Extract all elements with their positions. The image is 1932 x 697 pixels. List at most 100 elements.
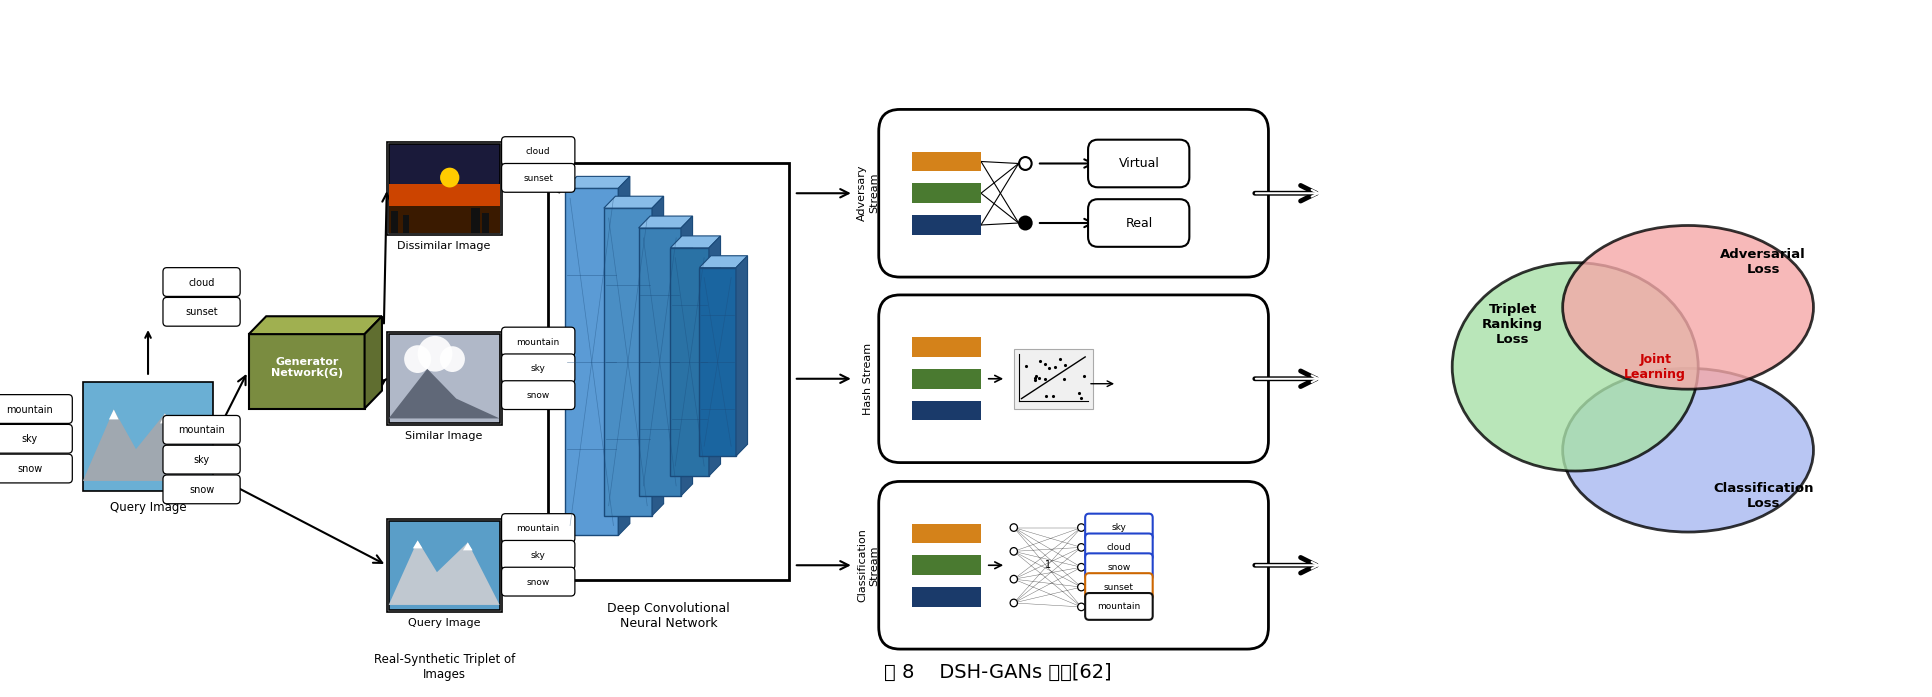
- Text: sky: sky: [531, 551, 545, 560]
- Circle shape: [1018, 217, 1032, 229]
- Polygon shape: [249, 316, 383, 334]
- Text: Adversarial
Loss: Adversarial Loss: [1719, 247, 1806, 276]
- Polygon shape: [618, 176, 630, 535]
- Text: mountain: mountain: [6, 404, 54, 415]
- Circle shape: [1078, 563, 1086, 571]
- Bar: [912, 183, 981, 203]
- FancyBboxPatch shape: [502, 354, 576, 383]
- Text: Hash Stream: Hash Stream: [864, 343, 873, 415]
- Bar: [388, 184, 500, 206]
- FancyBboxPatch shape: [1086, 593, 1153, 620]
- Bar: [670, 248, 709, 476]
- Polygon shape: [680, 216, 692, 496]
- Polygon shape: [566, 176, 630, 188]
- FancyBboxPatch shape: [879, 482, 1269, 649]
- FancyBboxPatch shape: [0, 424, 71, 453]
- Text: cloud: cloud: [1107, 543, 1132, 552]
- Text: cloud: cloud: [189, 277, 214, 288]
- Bar: [386, 141, 502, 235]
- Bar: [912, 401, 981, 420]
- Bar: [912, 337, 981, 357]
- Text: Virtual: Virtual: [1119, 157, 1159, 170]
- Text: mountain: mountain: [516, 524, 560, 533]
- Bar: [549, 164, 788, 580]
- Polygon shape: [709, 236, 721, 476]
- Text: sky: sky: [1111, 523, 1126, 532]
- Text: mountain: mountain: [1097, 602, 1140, 611]
- Text: sky: sky: [531, 365, 545, 374]
- Bar: [390, 211, 398, 233]
- Text: snow: snow: [527, 578, 551, 587]
- FancyBboxPatch shape: [879, 295, 1269, 463]
- FancyBboxPatch shape: [502, 164, 576, 192]
- Bar: [249, 334, 365, 408]
- Bar: [566, 188, 618, 535]
- Circle shape: [1078, 544, 1086, 551]
- Polygon shape: [651, 197, 663, 516]
- Polygon shape: [108, 410, 118, 420]
- Text: sky: sky: [193, 455, 211, 465]
- Polygon shape: [736, 256, 748, 456]
- FancyBboxPatch shape: [1086, 553, 1153, 580]
- Text: 图 8    DSH-GANs 模型[62]: 图 8 DSH-GANs 模型[62]: [883, 663, 1111, 682]
- FancyBboxPatch shape: [1086, 573, 1153, 600]
- Circle shape: [1010, 599, 1018, 606]
- Bar: [386, 332, 502, 425]
- Text: Query Image: Query Image: [408, 618, 481, 628]
- Circle shape: [1018, 157, 1032, 170]
- Bar: [912, 556, 981, 575]
- Text: Classification
Loss: Classification Loss: [1714, 482, 1814, 510]
- FancyBboxPatch shape: [162, 445, 240, 474]
- Text: snow: snow: [189, 485, 214, 495]
- Text: Dissimilar Image: Dissimilar Image: [398, 241, 491, 251]
- FancyBboxPatch shape: [1086, 533, 1153, 560]
- Text: Real-Synthetic Triplet of
Images: Real-Synthetic Triplet of Images: [375, 652, 516, 680]
- Bar: [83, 382, 213, 491]
- Polygon shape: [639, 216, 692, 228]
- Text: 1: 1: [1045, 560, 1051, 570]
- Polygon shape: [83, 410, 213, 481]
- Bar: [912, 215, 981, 235]
- Bar: [912, 369, 981, 389]
- Text: Query Image: Query Image: [110, 500, 185, 514]
- Circle shape: [1078, 523, 1086, 531]
- Text: sunset: sunset: [1103, 583, 1134, 592]
- Bar: [699, 268, 736, 456]
- Polygon shape: [388, 540, 500, 605]
- Bar: [605, 208, 651, 516]
- Ellipse shape: [1563, 368, 1814, 532]
- Circle shape: [1010, 548, 1018, 555]
- Text: Triplet
Ranking
Loss: Triplet Ranking Loss: [1482, 302, 1544, 346]
- Text: Classification
Stream: Classification Stream: [858, 528, 879, 602]
- Bar: [912, 151, 981, 171]
- FancyBboxPatch shape: [502, 137, 576, 165]
- Text: Adversary
Stream: Adversary Stream: [858, 165, 879, 222]
- FancyBboxPatch shape: [162, 415, 240, 444]
- Bar: [388, 193, 500, 233]
- FancyBboxPatch shape: [162, 475, 240, 504]
- Bar: [388, 521, 500, 610]
- Polygon shape: [670, 236, 721, 248]
- FancyBboxPatch shape: [502, 540, 576, 569]
- FancyBboxPatch shape: [1086, 514, 1153, 540]
- FancyBboxPatch shape: [502, 327, 576, 356]
- Text: Generator
Network(G): Generator Network(G): [270, 357, 342, 378]
- FancyBboxPatch shape: [879, 109, 1269, 277]
- Circle shape: [1010, 576, 1018, 583]
- FancyBboxPatch shape: [1088, 139, 1190, 187]
- Polygon shape: [388, 369, 500, 418]
- Text: mountain: mountain: [178, 425, 224, 436]
- Text: snow: snow: [527, 391, 551, 400]
- FancyBboxPatch shape: [0, 454, 71, 483]
- Circle shape: [440, 346, 466, 372]
- Bar: [639, 228, 680, 496]
- Polygon shape: [365, 316, 383, 408]
- Text: snow: snow: [17, 464, 43, 474]
- Text: Deep Convolutional
Neural Network: Deep Convolutional Neural Network: [607, 602, 730, 630]
- Bar: [388, 334, 500, 423]
- Circle shape: [1078, 583, 1086, 591]
- Bar: [388, 144, 500, 233]
- Text: mountain: mountain: [516, 337, 560, 346]
- FancyBboxPatch shape: [0, 395, 71, 423]
- Bar: [471, 208, 481, 233]
